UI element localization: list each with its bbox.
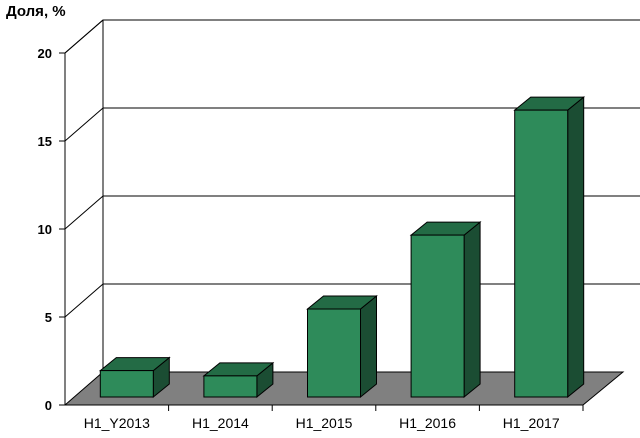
bar (306, 294, 378, 399)
bar (409, 221, 482, 399)
y-tick-label: 5 (45, 310, 52, 325)
bar-front (99, 370, 154, 398)
bar-front (307, 308, 361, 398)
y-tick-label: 10 (38, 222, 52, 237)
x-category-label: H1_Y2013 (84, 415, 150, 431)
bar-front (203, 375, 258, 398)
y-axis-depth-edge (64, 19, 104, 54)
x-category-label: H1_2015 (296, 415, 353, 431)
y-tick-label: 15 (38, 134, 52, 149)
x-category-label: H1_2017 (503, 415, 560, 431)
bar-side (360, 294, 377, 399)
y-tick-label: 20 (38, 46, 52, 61)
bar-side (567, 96, 585, 399)
y-tick-label: 0 (45, 398, 52, 413)
x-category-label: H1_2014 (192, 415, 249, 431)
bar-side (463, 221, 481, 399)
bar (202, 361, 275, 399)
bars-layer (98, 96, 586, 399)
x-category-label: H1_2016 (399, 415, 456, 431)
gridline (64, 19, 640, 54)
labels-layer: 0 5 10 15 20 H1_Y2013 H1_2014 H1_2015 H1_2016 H1_… (38, 46, 560, 431)
bar-front (514, 109, 569, 398)
bar (98, 356, 171, 399)
axis-layer (59, 19, 584, 411)
bar (513, 96, 586, 399)
y-axis-label: Доля, % (6, 3, 66, 20)
bar-front (410, 234, 465, 398)
